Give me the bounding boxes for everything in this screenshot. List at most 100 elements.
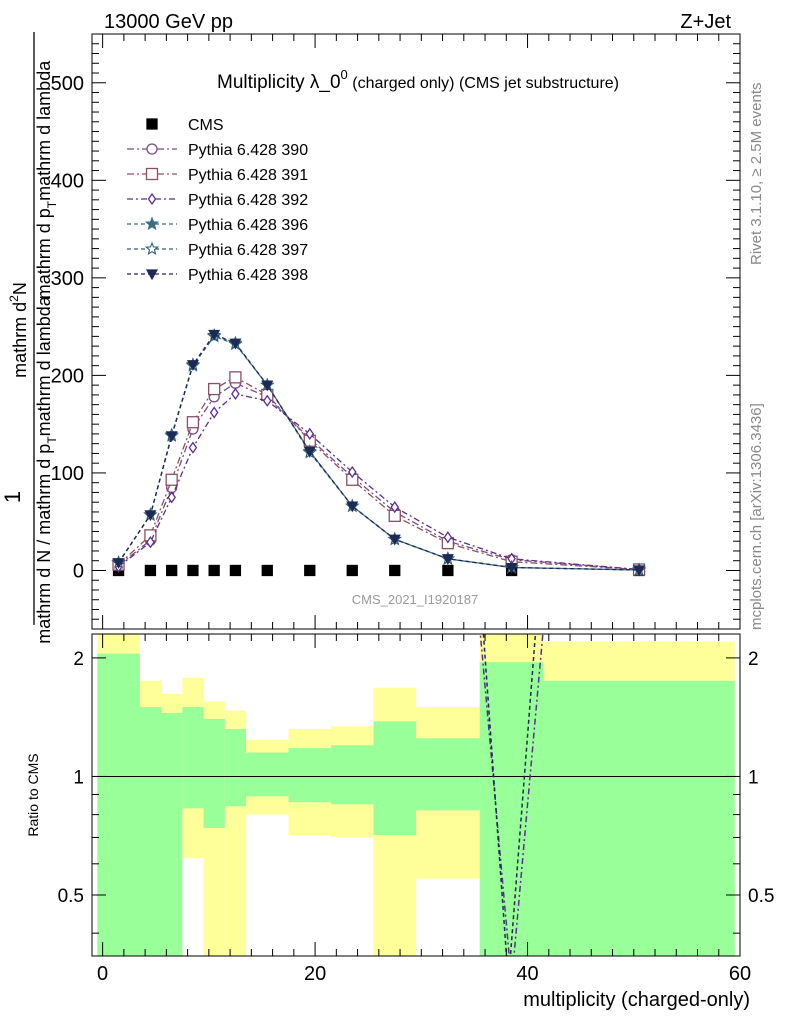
data-point bbox=[209, 406, 219, 419]
green-band bbox=[203, 718, 225, 828]
data-point bbox=[261, 564, 273, 577]
legend: CMS Pythia 6.428 390 Pythia 6.428 391 Pythi… bbox=[127, 117, 308, 284]
legend-label: Pythia 6.428 391 bbox=[188, 167, 308, 184]
data-point bbox=[505, 562, 518, 574]
green-band bbox=[373, 721, 416, 836]
ylabel-numerator-line2-tail: mathrm d lambda bbox=[34, 60, 54, 201]
legend-label: CMS bbox=[188, 117, 224, 134]
ratio-bands bbox=[97, 634, 735, 956]
data-point bbox=[166, 564, 178, 577]
data-point bbox=[208, 329, 221, 341]
ratio-x-tick-label: 60 bbox=[729, 963, 751, 985]
main-y-tick-label: 200 bbox=[51, 365, 84, 387]
ratio-x-tick-label: 40 bbox=[516, 963, 538, 985]
side-label-bottom: mcplots.cern.ch [arXiv:1306.3436] bbox=[748, 403, 765, 630]
main-y-tick-label: 500 bbox=[51, 73, 84, 95]
data-point bbox=[165, 431, 178, 443]
data-point bbox=[443, 531, 453, 544]
ratio-y-tick-label-right: 2 bbox=[748, 649, 759, 670]
ylabel-denominator-sub: T bbox=[45, 436, 59, 444]
ylabel-numerator-tail: N bbox=[10, 282, 30, 295]
green-band bbox=[139, 707, 162, 956]
green-band bbox=[97, 653, 140, 956]
series-line bbox=[118, 382, 640, 571]
data-point bbox=[187, 564, 199, 577]
data-point bbox=[231, 387, 240, 401]
main-y-tick-label: 300 bbox=[51, 268, 84, 290]
series-line bbox=[118, 376, 640, 571]
data-point bbox=[208, 382, 221, 396]
legend-label: Pythia 6.428 398 bbox=[188, 267, 308, 284]
data-point bbox=[186, 416, 200, 429]
green-band bbox=[479, 662, 544, 956]
title-sup: 0 bbox=[341, 67, 348, 82]
legend-marker bbox=[144, 216, 160, 231]
main-series bbox=[111, 327, 647, 577]
ratio-y-tick-label-right: 1 bbox=[748, 767, 759, 788]
main-frame bbox=[91, 33, 741, 630]
data-point bbox=[390, 500, 400, 514]
legend-marker bbox=[145, 269, 159, 281]
header-left: 13000 GeV pp bbox=[104, 11, 233, 33]
green-band bbox=[182, 707, 204, 809]
data-point bbox=[165, 473, 178, 486]
data-point bbox=[229, 371, 242, 384]
data-point bbox=[388, 534, 401, 546]
main-y-axis-label: 1 mathrm d2N mathrm d pTmathrm d lambda … bbox=[0, 32, 59, 644]
svg-text:mathrm d N / mathrm d pTmathrm: mathrm d N / mathrm d pTmathrm d lambda bbox=[34, 295, 59, 643]
ratio-y-tick-label: 0.5 bbox=[58, 886, 84, 907]
series-6 bbox=[112, 329, 646, 577]
data-point bbox=[389, 564, 401, 577]
data-point bbox=[633, 565, 646, 577]
legend-entry: Pythia 6.428 397 bbox=[127, 241, 308, 259]
data-point bbox=[441, 554, 454, 566]
series-1 bbox=[112, 377, 645, 576]
data-point bbox=[347, 465, 357, 479]
legend-label: Pythia 6.428 397 bbox=[188, 242, 308, 259]
series-2 bbox=[112, 371, 646, 576]
legend-marker bbox=[145, 167, 159, 181]
legend-label: Pythia 6.428 396 bbox=[188, 217, 308, 234]
legend-entry: Pythia 6.428 396 bbox=[127, 216, 308, 234]
legend-label: Pythia 6.428 392 bbox=[188, 192, 308, 209]
title-tail: (charged only) (CMS jet substructure) bbox=[352, 75, 619, 92]
header-right: Z+Jet bbox=[680, 11, 731, 33]
data-point bbox=[146, 536, 155, 549]
data-point bbox=[167, 491, 176, 504]
data-point bbox=[112, 558, 125, 569]
legend-entry: Pythia 6.428 391 bbox=[127, 167, 308, 184]
series-line bbox=[118, 335, 640, 571]
green-band bbox=[224, 728, 247, 807]
series-0 bbox=[112, 564, 645, 577]
data-point bbox=[346, 564, 358, 577]
data-point bbox=[304, 564, 316, 577]
svg-text:mathrm d2N: mathrm d2N bbox=[7, 282, 30, 378]
data-point bbox=[262, 394, 272, 407]
chart-title: Multiplicity λ_00 (charged only) (CMS je… bbox=[217, 67, 619, 93]
ratio-y-label: Ratio to CMS bbox=[25, 753, 41, 836]
legend-marker bbox=[147, 192, 157, 206]
ylabel-numerator-line2-sub: T bbox=[45, 200, 59, 208]
ylabel-denominator-tail: mathrm d lambda bbox=[34, 295, 54, 436]
ratio-x-label: multiplicity (charged-only) bbox=[523, 989, 750, 1011]
green-band bbox=[543, 680, 735, 956]
data-point bbox=[144, 510, 157, 522]
green-band bbox=[416, 738, 480, 811]
ylabel-numerator-sup: 2 bbox=[7, 295, 21, 302]
ylabel-prefix: 1 bbox=[0, 491, 25, 503]
data-point bbox=[442, 564, 454, 577]
legend-entry: Pythia 6.428 392 bbox=[127, 192, 308, 209]
main-y-tick-label: 0 bbox=[73, 560, 84, 582]
data-point bbox=[303, 446, 316, 458]
data-point bbox=[229, 564, 242, 577]
series-3 bbox=[114, 387, 644, 576]
ratio-y-tick-label: 2 bbox=[73, 649, 84, 670]
legend-entry: CMS bbox=[146, 117, 224, 134]
data-point bbox=[229, 338, 242, 350]
data-point bbox=[186, 360, 199, 371]
green-band bbox=[288, 748, 332, 803]
ylabel-denominator: mathrm d N / mathrm d p bbox=[34, 444, 54, 644]
data-point bbox=[188, 441, 198, 454]
